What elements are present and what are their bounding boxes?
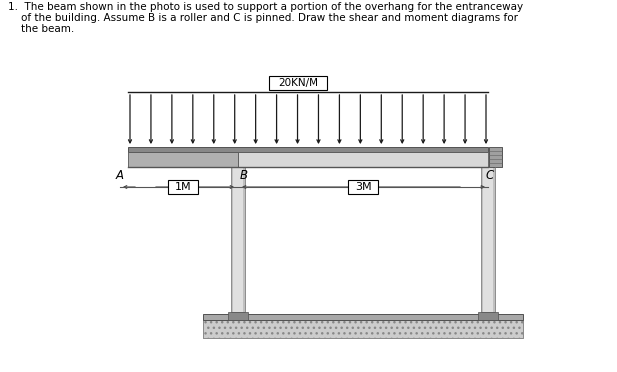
- Bar: [489, 147, 502, 167]
- Text: 1M: 1M: [175, 182, 191, 192]
- Text: A: A: [116, 169, 124, 182]
- Text: 3M: 3M: [355, 182, 371, 192]
- Text: B: B: [240, 169, 248, 182]
- Bar: [128, 152, 238, 167]
- Bar: [228, 312, 248, 320]
- Bar: [203, 320, 523, 338]
- Bar: [231, 167, 245, 312]
- Bar: [233, 167, 243, 312]
- Bar: [483, 167, 493, 312]
- FancyBboxPatch shape: [168, 180, 198, 194]
- Text: 20KN/M: 20KN/M: [278, 78, 318, 88]
- Text: C: C: [486, 169, 494, 182]
- Bar: [478, 312, 498, 320]
- Text: 1.  The beam shown in the photo is used to support a portion of the overhang for: 1. The beam shown in the photo is used t…: [8, 2, 523, 12]
- Text: of the building. Assume B is a roller and C is pinned. Draw the shear and moment: of the building. Assume B is a roller an…: [8, 13, 518, 23]
- Bar: [128, 147, 488, 152]
- Text: the beam.: the beam.: [8, 24, 74, 34]
- Bar: [203, 314, 523, 320]
- FancyBboxPatch shape: [269, 76, 327, 90]
- FancyBboxPatch shape: [348, 180, 378, 194]
- Bar: [481, 167, 495, 312]
- Bar: [203, 320, 523, 338]
- Bar: [238, 152, 488, 167]
